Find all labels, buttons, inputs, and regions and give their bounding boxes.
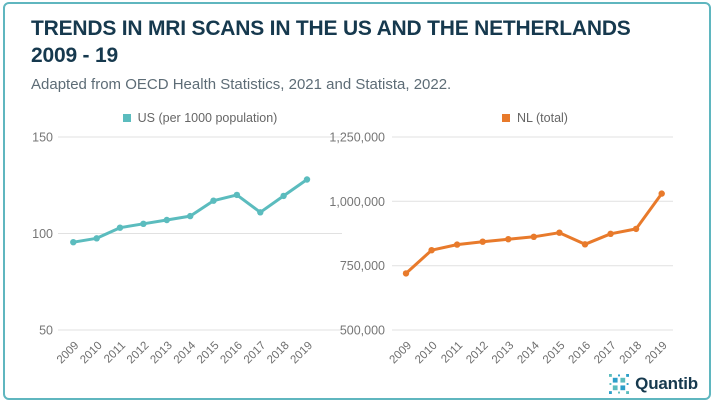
svg-text:2017: 2017 [592,340,619,367]
svg-text:2009: 2009 [388,340,415,367]
svg-text:2013: 2013 [148,340,175,367]
quantib-logo-text: Quantib [635,374,698,393]
svg-text:750,000: 750,000 [340,259,385,273]
svg-text:2019: 2019 [643,340,670,367]
page-title-line1: TRENDS IN MRI SCANS IN THE US AND THE NE… [31,17,631,40]
svg-text:1,000,000: 1,000,000 [330,195,385,209]
subtitle: Adapted from OECD Health Statistics, 202… [31,76,452,93]
svg-text:2016: 2016 [567,340,594,367]
svg-text:2019: 2019 [289,340,316,367]
svg-text:50: 50 [39,324,53,338]
nl-chart: NL (total) 1,250,000 1,000,000 750,000 500,… [330,105,695,380]
svg-text:2011: 2011 [439,340,465,366]
svg-text:2014: 2014 [172,339,199,366]
quantib-starburst-icon [609,374,630,394]
quantib-logo: Quantib [609,374,698,394]
svg-text:2018: 2018 [618,340,645,367]
svg-text:2014: 2014 [515,339,542,366]
svg-text:150: 150 [32,131,53,145]
svg-text:2015: 2015 [195,340,222,367]
svg-text:1,250,000: 1,250,000 [330,131,385,145]
svg-text:2010: 2010 [78,340,105,367]
svg-text:2011: 2011 [102,340,128,366]
us-chart: US (per 1000 population) 150 100 50 2009 201… [20,105,350,380]
title-block: TRENDS IN MRI SCANS IN THE US AND THE NE… [31,15,691,93]
svg-text:500,000: 500,000 [340,324,385,338]
svg-text:2009: 2009 [55,340,82,367]
svg-text:2012: 2012 [125,340,152,367]
svg-text:100: 100 [32,227,53,241]
svg-text:2018: 2018 [265,340,292,367]
svg-text:2015: 2015 [541,340,568,367]
svg-text:2010: 2010 [413,340,440,367]
svg-text:2017: 2017 [242,340,269,367]
page-title-line2: 2009 - 19 [31,44,118,67]
svg-text:2012: 2012 [464,340,491,367]
svg-text:2016: 2016 [218,340,245,367]
page-title: TRENDS IN MRI SCANS IN THE US AND THE NE… [31,15,691,69]
svg-text:2013: 2013 [490,340,517,367]
us-line-plot: 150 100 5020092010201120122013201420152016… [32,131,342,367]
